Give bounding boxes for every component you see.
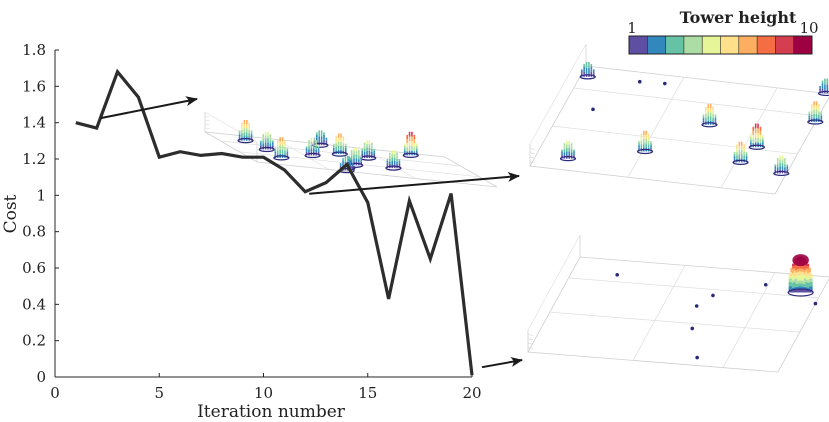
tower-base-dot <box>615 273 619 277</box>
inset-floor <box>204 131 498 188</box>
y-tick-label: 0.2 <box>22 332 46 350</box>
tower-base-dot <box>591 107 595 112</box>
x-tick-label: 10 <box>254 384 273 402</box>
tower-layout-insets <box>204 43 829 373</box>
tower-base-dot <box>663 81 667 86</box>
tower-base-dot <box>763 282 768 287</box>
tower-base-dot <box>637 79 642 84</box>
y-tick-label: 1.6 <box>22 77 46 95</box>
x-ticks: 0 5 10 15 20 <box>50 373 482 402</box>
cost-line-layer <box>75 68 474 376</box>
tower <box>579 62 596 80</box>
tower <box>807 101 824 125</box>
tower-base-dot <box>711 293 715 298</box>
tower <box>312 130 329 148</box>
inset-early <box>204 111 498 188</box>
tower-base-dot <box>694 304 699 308</box>
x-tick-label: 20 <box>462 384 481 402</box>
colorbar-swatch <box>647 36 667 54</box>
colorbar-swatch <box>702 36 721 54</box>
x-tick-label: 5 <box>154 384 164 402</box>
inset-floor <box>527 256 829 373</box>
tower <box>748 123 765 150</box>
tower <box>331 133 348 157</box>
colorbar-swatch <box>720 36 740 54</box>
inset-arrow <box>309 171 520 195</box>
tower <box>273 137 290 161</box>
colorbar-title: Tower height <box>680 8 797 27</box>
inset-arrow <box>481 357 523 369</box>
x-tick-label: 15 <box>358 384 377 402</box>
y-tick-label: 1.2 <box>22 150 46 168</box>
y-tick-label: 1 <box>36 186 46 204</box>
tower-base-dot <box>695 355 699 360</box>
inset-floor <box>529 65 829 195</box>
colorbar-swatch <box>665 36 685 54</box>
tower-base-dot <box>690 326 695 331</box>
tower <box>360 140 377 161</box>
tower <box>385 150 402 171</box>
tower <box>402 131 419 158</box>
y-axis-label: Cost <box>1 194 21 233</box>
colorbar-swatch <box>775 36 795 54</box>
tower <box>787 254 814 297</box>
y-tick-label: 0.6 <box>22 259 46 277</box>
inset-middle <box>529 43 829 195</box>
y-ticks: 0 0.2 0.4 0.6 0.8 1 1.2 1.4 1.6 1.8 <box>22 41 59 386</box>
tower <box>636 130 654 155</box>
y-tick-label: 0.8 <box>22 223 46 241</box>
colorbar-swatch <box>793 36 813 54</box>
colorbar-swatch <box>629 36 648 54</box>
x-axis-label: Iteration number <box>197 402 346 422</box>
tower <box>237 119 254 144</box>
tower <box>773 155 790 177</box>
tower <box>818 78 829 97</box>
tower <box>304 137 321 159</box>
tower-height-colorbar: Tower height 1 10 <box>627 8 819 55</box>
tower <box>701 104 718 128</box>
inset-final <box>527 234 829 373</box>
colorbar-swatch <box>683 36 703 54</box>
colorbar-min-label: 1 <box>627 19 637 37</box>
y-tick-label: 0 <box>36 368 46 386</box>
y-tick-label: 1.4 <box>22 114 46 132</box>
colorbar-swatch <box>757 36 776 54</box>
tower <box>732 141 749 165</box>
y-tick-label: 0.4 <box>22 295 46 313</box>
inset-arrow <box>100 96 198 120</box>
colorbar-swatch <box>738 36 758 54</box>
tower <box>559 140 577 162</box>
tower <box>258 131 275 153</box>
x-tick-label: 0 <box>50 384 60 402</box>
cost-plot: 0 5 10 15 20 0 0.2 0.4 0.6 0.8 1 1.2 1.4 1.6 1.8 Iter… <box>1 41 482 422</box>
tower-base-dot <box>813 301 818 306</box>
cost-line <box>75 68 474 376</box>
iteration-arrows <box>100 96 523 369</box>
y-tick-label: 1.8 <box>22 41 46 59</box>
colorbar-max-label: 10 <box>799 19 818 37</box>
